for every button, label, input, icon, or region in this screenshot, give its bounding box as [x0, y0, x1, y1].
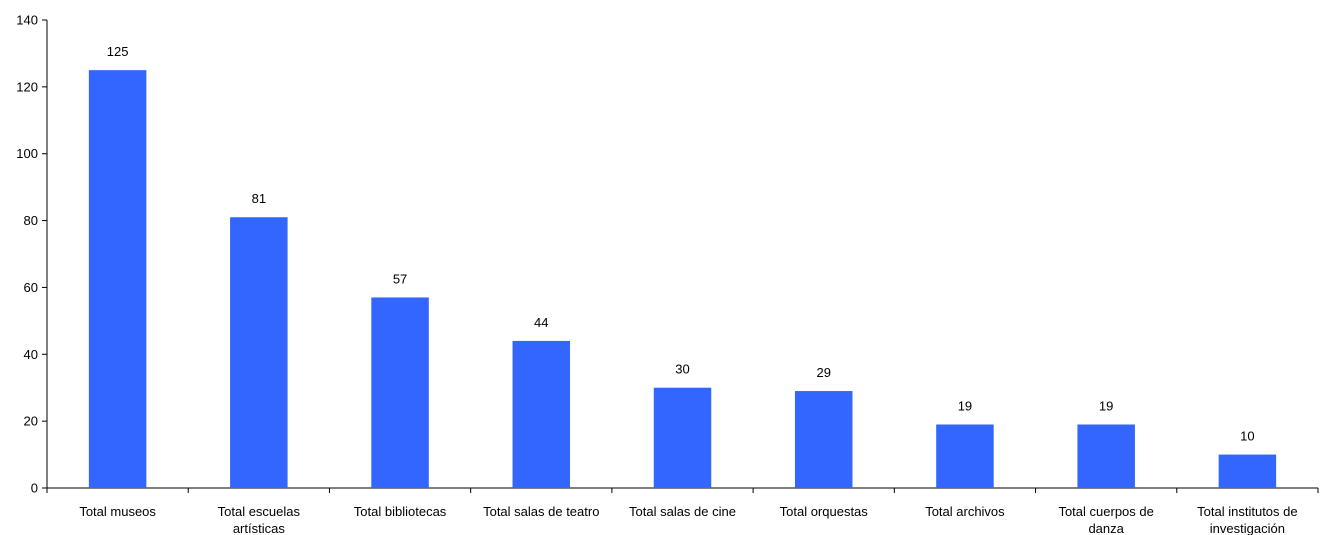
data-label: 125: [107, 44, 129, 59]
category-label: Total cuerpos de danza: [1058, 504, 1153, 535]
y-tick-label: 20: [24, 414, 38, 429]
category-label: Total salas de cine: [629, 504, 736, 519]
category-label: Total escuelas artísticas: [218, 504, 301, 535]
bar: [88, 70, 147, 489]
bar: [230, 217, 288, 488]
bar: [371, 297, 429, 488]
category-label: Total institutos de investigación: [1197, 504, 1297, 535]
bar: [653, 387, 712, 488]
bar: [1218, 454, 1277, 488]
y-axis: 0 20 40 60 80 100 120 140: [16, 13, 48, 496]
y-tick-label: 60: [24, 280, 38, 295]
category-label: Total archivos: [925, 504, 1005, 519]
y-tick-label: 140: [16, 13, 38, 28]
bar: [794, 391, 853, 488]
data-label: 44: [534, 315, 548, 330]
category-label: Total orquestas: [780, 504, 869, 519]
data-label: 19: [1099, 398, 1113, 413]
y-tick-label: 120: [16, 79, 38, 94]
category-label: Total bibliotecas: [354, 504, 447, 519]
bar: [512, 340, 571, 488]
category-labels: Total museos Total escuelas artísticas Tota…: [79, 504, 1297, 535]
data-label: 30: [675, 362, 689, 377]
data-label: 57: [393, 271, 407, 286]
x-axis: [46, 487, 1319, 493]
y-tick-label: 0: [31, 481, 38, 496]
bars: [88, 70, 1277, 489]
data-label: 29: [816, 365, 830, 380]
data-label: 10: [1240, 429, 1254, 444]
data-label: 81: [252, 191, 266, 206]
category-label: Total salas de teatro: [483, 504, 599, 519]
bar: [936, 424, 994, 488]
data-labels: 125 81 57 44 30 29 19 19 10: [107, 44, 1255, 443]
y-tick-label: 80: [24, 213, 38, 228]
y-tick-label: 40: [24, 347, 38, 362]
category-label: Total museos: [79, 504, 156, 519]
data-label: 19: [958, 398, 972, 413]
bar: [1077, 424, 1135, 488]
y-tick-label: 100: [16, 146, 38, 161]
